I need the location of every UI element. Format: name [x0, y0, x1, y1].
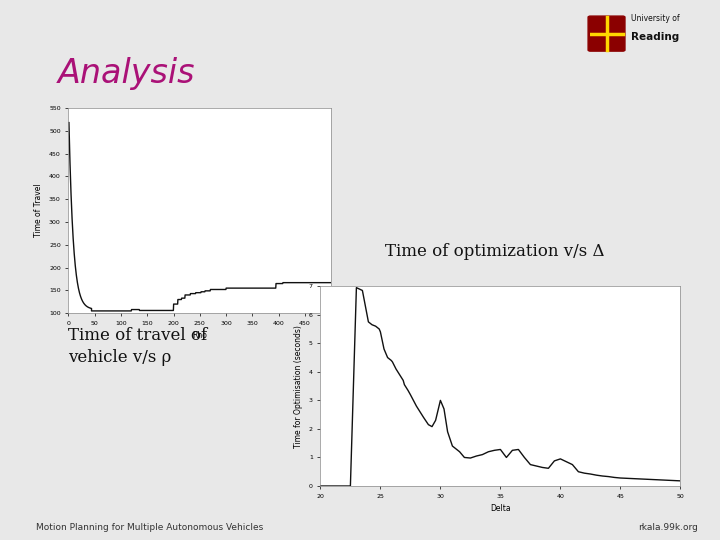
Text: University of: University of: [631, 14, 680, 23]
Text: Time of travel of
vehicle v/s ρ: Time of travel of vehicle v/s ρ: [68, 327, 207, 366]
Y-axis label: Time of Travel: Time of Travel: [35, 184, 43, 238]
FancyBboxPatch shape: [588, 16, 625, 51]
Text: Analysis: Analysis: [58, 57, 195, 90]
Text: Time of optimization v/s Δ: Time of optimization v/s Δ: [385, 242, 605, 260]
Text: rkala.99k.org: rkala.99k.org: [639, 523, 698, 532]
X-axis label: Delta: Delta: [490, 504, 510, 513]
Text: Motion Planning for Multiple Autonomous Vehicles: Motion Planning for Multiple Autonomous …: [36, 523, 264, 532]
Y-axis label: Time for Optimisation (seconds): Time for Optimisation (seconds): [294, 325, 303, 448]
X-axis label: Rho: Rho: [192, 332, 207, 340]
Text: Reading: Reading: [631, 32, 679, 42]
